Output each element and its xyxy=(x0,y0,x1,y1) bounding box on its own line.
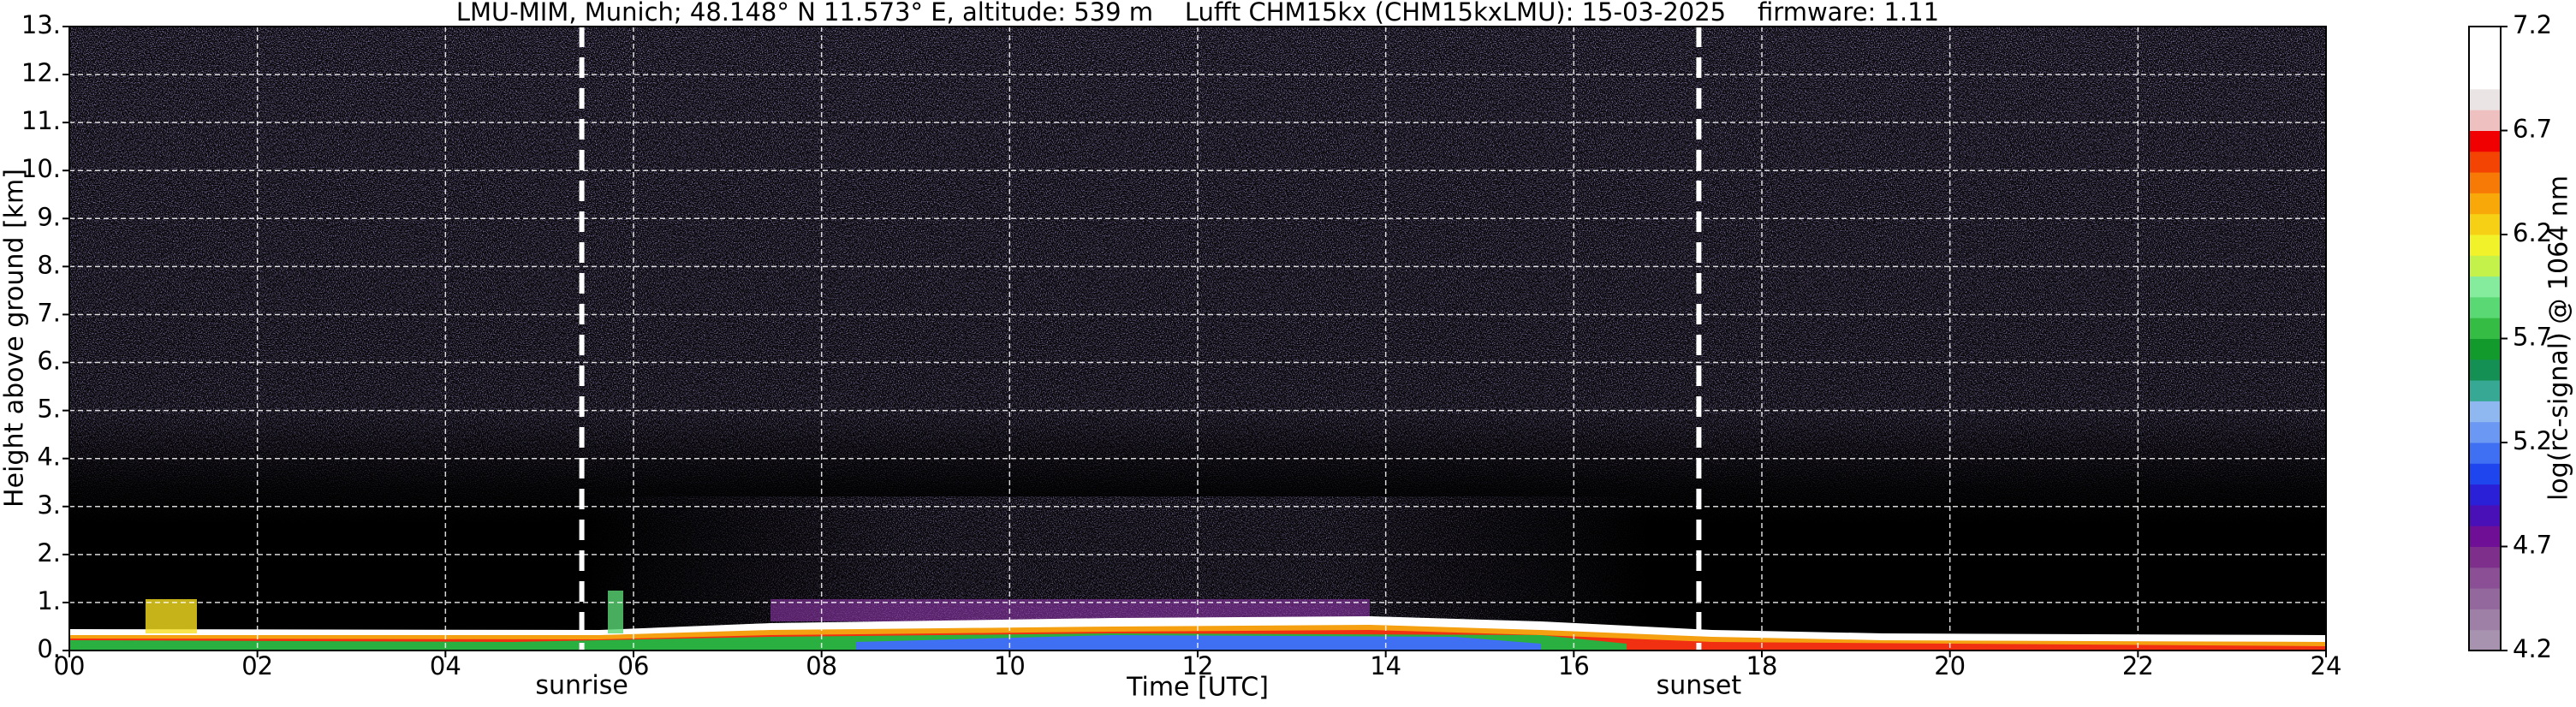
colorbar-segment xyxy=(2469,504,2501,526)
colorbar-segment xyxy=(2469,235,2501,256)
colorbar-tick-label: 5.7 xyxy=(2513,323,2552,352)
colorbar-segment xyxy=(2469,47,2501,69)
x-tick-label: 18 xyxy=(1746,651,1778,680)
colorbar-segment xyxy=(2469,110,2501,131)
y-tick-label: 1. xyxy=(37,586,61,615)
colorbar-segment xyxy=(2469,27,2501,48)
colorbar-tick-label: 4.2 xyxy=(2513,634,2552,663)
colorbar-segment xyxy=(2469,401,2501,423)
x-tick-label: 16 xyxy=(1558,651,1590,680)
colorbar-segment xyxy=(2469,588,2501,609)
y-tick-label: 9. xyxy=(37,202,61,231)
x-tick-label: 06 xyxy=(618,651,650,680)
x-tick-label: 08 xyxy=(806,651,837,680)
y-axis-label: Height above ground [km] xyxy=(0,169,30,508)
y-tick-label: 3. xyxy=(37,490,61,520)
x-tick-label: 00 xyxy=(54,651,86,680)
x-tick-label: 04 xyxy=(430,651,461,680)
colorbar-segment xyxy=(2469,151,2501,173)
colorbar-segment xyxy=(2469,484,2501,506)
y-tick-label: 0. xyxy=(37,634,61,663)
colorbar-segment xyxy=(2469,88,2501,110)
x-tick-label: 10 xyxy=(994,651,1026,680)
y-tick-label: 11. xyxy=(21,106,61,135)
colorbar-segment xyxy=(2469,338,2501,360)
y-tick-label: 6. xyxy=(37,347,61,376)
y-tick-label: 10. xyxy=(21,154,61,183)
y-tick-label: 2. xyxy=(37,538,61,567)
colorbar-segment xyxy=(2469,213,2501,235)
x-axis-label: Time [UTC] xyxy=(1126,673,1269,703)
colorbar-segment xyxy=(2469,380,2501,401)
colorbar-segment xyxy=(2469,567,2501,589)
colorbar-segment xyxy=(2469,318,2501,339)
colorbar-segment xyxy=(2469,546,2501,568)
colorbar-tick-label: 5.2 xyxy=(2513,426,2552,455)
x-tick-label: 20 xyxy=(1934,651,1966,680)
y-tick-label: 7. xyxy=(37,298,61,327)
colorbar-segment xyxy=(2469,526,2501,547)
x-tick-label: 22 xyxy=(2122,651,2154,680)
colorbar-tick-label: 4.7 xyxy=(2513,531,2552,560)
colorbar-segment xyxy=(2469,296,2501,318)
colorbar-segment xyxy=(2469,193,2501,215)
annotation-label: sunrise xyxy=(535,671,628,701)
colorbar-segment xyxy=(2469,68,2501,90)
colorbar-segment xyxy=(2469,629,2501,651)
colorbar-segment xyxy=(2469,276,2501,298)
colorbar-tick-label: 6.7 xyxy=(2513,115,2552,144)
y-tick-label: 4. xyxy=(37,443,61,472)
colorbar-segment xyxy=(2469,130,2501,152)
y-tick-label: 5. xyxy=(37,395,61,424)
plot-frame xyxy=(68,26,2327,651)
x-tick-label: 02 xyxy=(241,651,273,680)
colorbar-segment xyxy=(2469,421,2501,443)
chart-title: LMU-MIM, Munich; 48.148° N 11.573° E, al… xyxy=(456,0,1939,27)
y-tick-label: 8. xyxy=(37,250,61,279)
colorbar-segment xyxy=(2469,443,2501,464)
y-tick-label: 12. xyxy=(21,58,61,87)
x-tick-label: 14 xyxy=(1370,651,1401,680)
colorbar-tick-label: 7.2 xyxy=(2513,10,2552,39)
colorbar-segment xyxy=(2469,255,2501,277)
colorbar-tick-label: 6.2 xyxy=(2513,218,2552,247)
y-tick-label: 13. xyxy=(21,10,61,39)
x-tick-label: 12 xyxy=(1182,651,1214,680)
x-tick-label: 24 xyxy=(2311,651,2342,680)
colorbar-segment xyxy=(2469,463,2501,485)
annotation-label: sunset xyxy=(1657,671,1742,701)
colorbar-segment xyxy=(2469,609,2501,631)
colorbar-segment xyxy=(2469,359,2501,381)
colorbar-label: log(rc-signal) @ 1064 nm xyxy=(2544,175,2574,501)
colorbar-segment xyxy=(2469,172,2501,193)
